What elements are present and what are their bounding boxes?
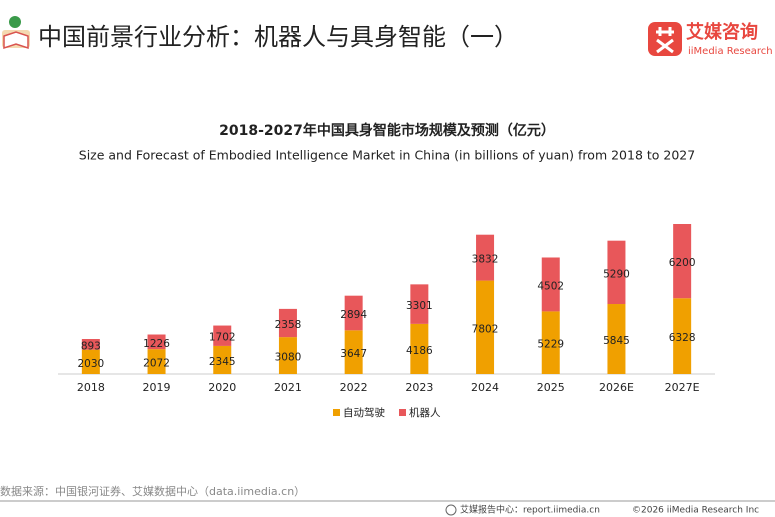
footer-icon [445,504,457,516]
brand: 艾媒咨询 [686,21,758,43]
report-center: 艾媒报告中心：report.iimedia.cn [460,504,600,516]
value-label: 1226 [143,338,170,350]
bar-segment [278,337,297,374]
value-label: 4186 [406,345,433,357]
x-tick-label: 2022 [340,381,368,394]
bar-segment [81,339,100,350]
chart-title: 2018-2027年中国具身智能市场规模及预测（亿元） [219,122,555,139]
value-label: 4502 [537,280,564,292]
source: 数据来源：中国银河证券、艾媒数据中心（data.iimedia.cn） [0,484,305,498]
bar-segment [476,234,495,281]
bar-segment [344,295,363,331]
page-title: 中国前景行业分析：机器人与具身智能（一） [38,23,518,51]
brand-en: iiMedia Research [688,46,773,57]
value-label: 3080 [275,352,302,364]
bar-segment [607,304,626,374]
bar-segment [410,284,429,324]
x-tick-label: 2024 [471,381,499,394]
x-tick-label: 2019 [143,381,171,394]
x-tick-label: 2020 [208,381,236,394]
value-label: 2358 [275,319,302,331]
header-icon [2,16,30,50]
x-tick-label: 2023 [405,381,433,394]
bar-segment [81,349,100,374]
legend-swatch [333,409,340,416]
value-label: 893 [81,340,101,352]
x-tick-label: 2026E [599,381,634,394]
bar-segment [213,345,232,374]
bar-segment [213,325,232,346]
value-label: 5290 [603,268,630,280]
x-tick-label: 2025 [537,381,565,394]
bar-segment [607,240,626,305]
value-label: 3301 [406,300,433,312]
bar-segment [278,308,297,338]
x-tick-label: 2018 [77,381,105,394]
value-label: 2030 [77,358,104,370]
legend-label: 机器人 [409,406,441,419]
value-label: 2345 [209,356,236,368]
value-label: 6200 [669,257,696,269]
bar-segment [673,298,692,374]
value-label: 2894 [340,309,367,321]
value-label: 3647 [340,348,367,360]
bar-segment [147,349,166,374]
value-label: 5845 [603,335,630,347]
bar-segment [344,330,363,374]
value-label: 6328 [669,332,696,344]
bar-segment [147,334,166,350]
value-label: 2072 [143,358,170,370]
legend-label: 自动驾驶 [343,406,385,419]
bar-segment [541,311,560,374]
value-label: 5229 [537,339,564,351]
chart-subtitle: Size and Forecast of Embodied Intelligen… [79,148,695,163]
bar-segment [476,280,495,374]
value-label: 1702 [209,332,236,344]
logo [648,22,682,56]
legend-swatch [399,409,406,416]
copyright: ©2026 iiMedia Research Inc [632,506,759,516]
x-tick-label: 2021 [274,381,302,394]
x-tick-label: 2027E [665,381,700,394]
bar-segment [541,257,560,312]
value-label: 7802 [472,323,499,335]
bar-segment [410,323,429,374]
value-label: 3832 [472,254,499,266]
bar-segment [673,224,692,299]
